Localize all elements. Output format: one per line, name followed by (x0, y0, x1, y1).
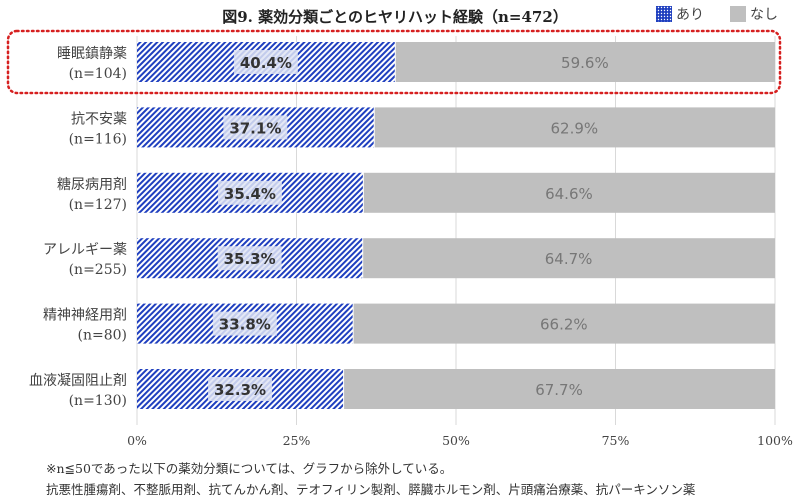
category-n-label: (n=116) (69, 131, 127, 147)
data-label-ari: 35.4% (224, 185, 276, 203)
category-label: アレルギー薬 (43, 242, 127, 258)
category-n-label: (n=130) (69, 393, 127, 409)
bar-nashi (363, 238, 775, 279)
data-label-bg (217, 246, 282, 271)
category-label: 糖尿病用剤 (57, 177, 127, 193)
category-label: 抗不安薬 (71, 111, 127, 127)
legend: あり なし (656, 6, 778, 23)
data-label-nashi: 64.6% (545, 185, 593, 203)
x-tick-label: 0% (127, 433, 147, 448)
x-tick-label: 100% (757, 433, 793, 448)
legend-label-ari: あり (676, 7, 704, 23)
x-tick-label: 50% (442, 433, 470, 448)
x-tick-label: 75% (602, 433, 630, 448)
highlight-box (6, 29, 782, 95)
stacked-bar-chart: 図9. 薬効分類ごとのヒヤリハット経験（n=472） あり なし 0% 25% 50%… (6, 6, 793, 448)
bar-nashi (363, 172, 775, 213)
data-label-ari: 40.4% (240, 54, 292, 72)
category-label: 睡眠鎮静薬 (57, 46, 127, 62)
data-label-bg (233, 50, 298, 74)
category-label: 精神神経用剤 (43, 308, 127, 324)
data-label-ari: 33.8% (219, 316, 271, 334)
chart-title: 図9. 薬効分類ごとのヒヤリハット経験（n=472） (222, 8, 568, 26)
legend-label-nashi: なし (750, 7, 778, 23)
data-label-nashi: 62.9% (551, 119, 599, 137)
data-label-nashi: 67.7% (535, 381, 583, 399)
category-n-label: (n=104) (69, 66, 127, 82)
data-label-ari: 37.1% (229, 119, 281, 137)
data-label-nashi: 66.2% (540, 316, 588, 334)
data-label-bg (212, 311, 277, 336)
bar-nashi (374, 107, 775, 148)
data-label-bg (217, 180, 282, 205)
x-tick-label: 25% (283, 433, 311, 448)
legend-swatch-nashi (730, 6, 746, 22)
data-label-nashi: 59.6% (561, 54, 609, 72)
bar-nashi (353, 303, 775, 344)
legend-swatch-ari (656, 6, 672, 22)
excluded-categories-note: 抗悪性腫瘍剤、不整脈用剤、抗てんかん剤、テオフィリン製剤、膵臓ホルモン剤、片頭痛… (46, 482, 696, 497)
category-label: 血液凝固阻止剤 (29, 373, 127, 389)
data-label-nashi: 64.7% (545, 250, 593, 268)
data-label-ari: 32.3% (214, 381, 266, 399)
data-label-bg (223, 115, 288, 140)
category-n-label: (n=80) (78, 328, 128, 344)
bar-nashi (344, 369, 775, 409)
footnote: ※n≦50であった以下の薬効分類については、グラフから除外している。 (46, 461, 453, 476)
category-n-label: (n=127) (69, 197, 127, 213)
data-label-ari: 35.3% (224, 250, 276, 268)
bar-nashi (395, 42, 775, 82)
category-n-label: (n=255) (69, 262, 127, 278)
data-label-bg (208, 377, 273, 401)
